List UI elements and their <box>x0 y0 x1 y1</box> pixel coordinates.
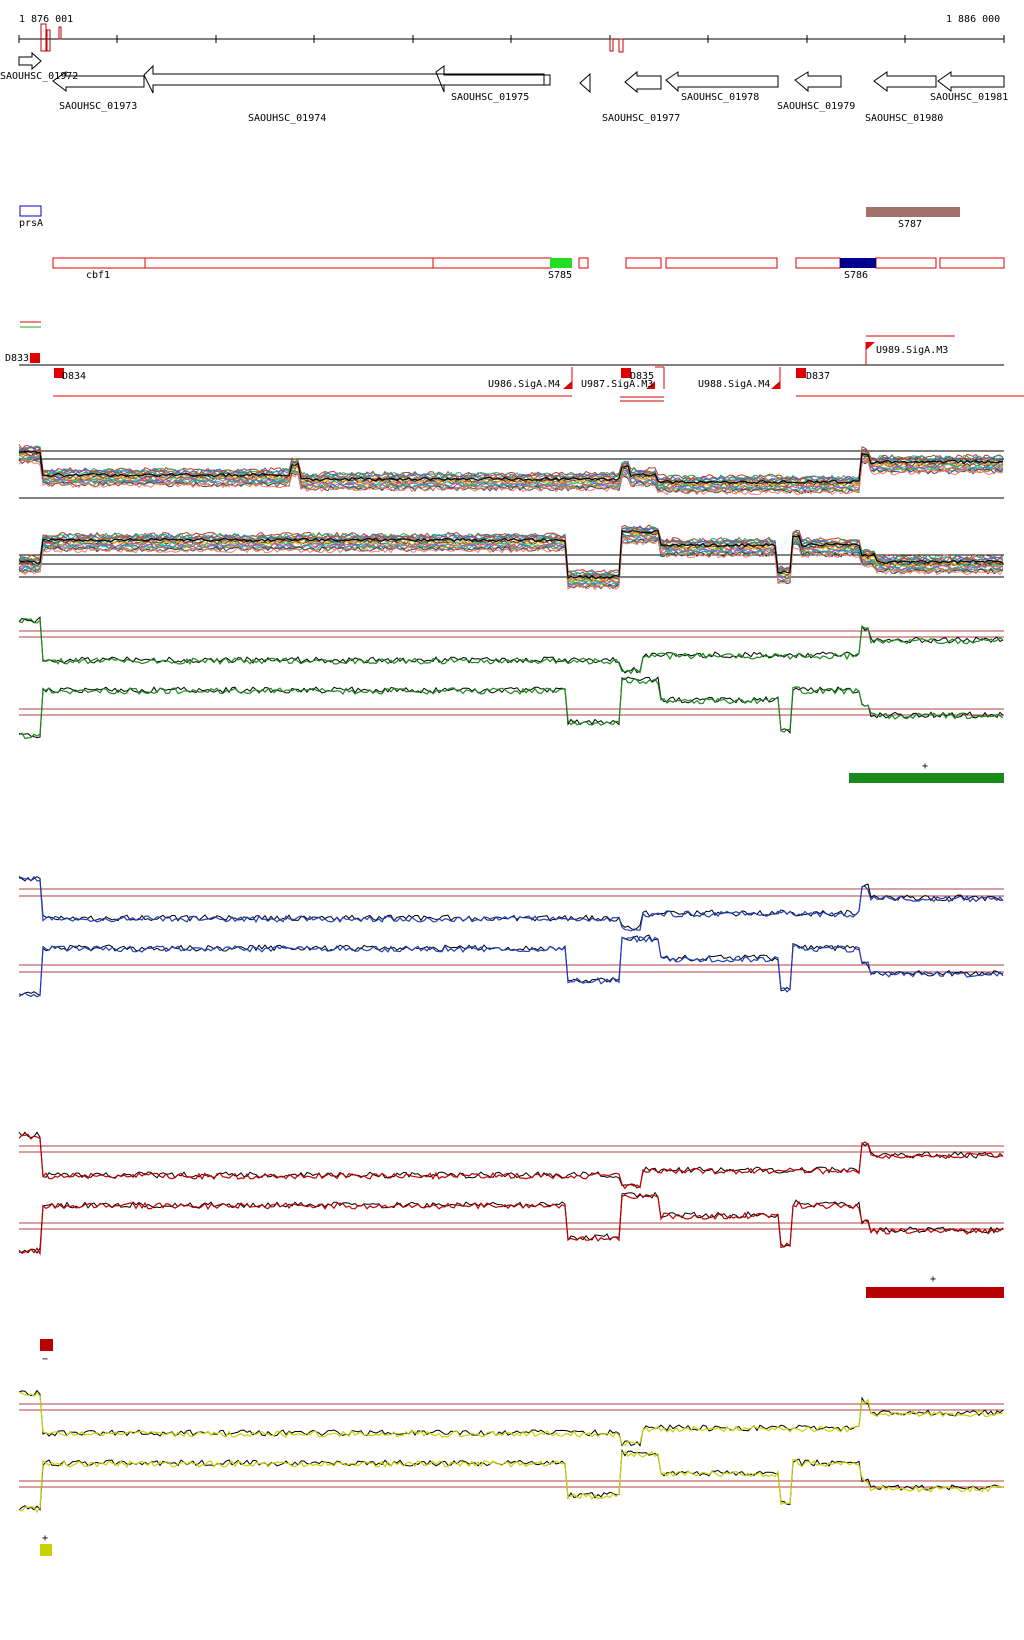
signal-trace-plus <box>18 1133 1004 1190</box>
reference-trace <box>18 450 1004 485</box>
red-legend-plus: + <box>930 1274 936 1285</box>
signal-trace-minus <box>18 935 1004 998</box>
condition-trace <box>18 530 1004 582</box>
reference-trace <box>18 1389 1004 1447</box>
S786-label: S786 <box>844 270 868 281</box>
prsA-label: prsA <box>19 218 43 229</box>
yellow-legend-plus: + <box>42 1533 48 1544</box>
D837-label: D837 <box>806 371 830 382</box>
cbf1-label: cbf1 <box>86 270 110 281</box>
multi-condition-top-track <box>18 444 1004 499</box>
signal-trace-minus <box>18 1450 1004 1514</box>
condition-trace <box>18 537 1004 589</box>
red-legend-minus: − <box>42 1354 48 1365</box>
blue-expression-track <box>18 875 1004 998</box>
red-legend-swatch <box>40 1339 53 1351</box>
signal-trace-plus <box>18 1391 1004 1446</box>
condition-trace <box>18 533 1004 584</box>
reference-trace <box>18 876 1004 931</box>
signal-trace-minus <box>18 1194 1004 1256</box>
yellow-legend-swatch <box>40 1544 52 1556</box>
signal-trace-plus <box>18 875 1004 932</box>
S787-label: S787 <box>898 219 922 230</box>
U987-label: U987.SigA.M3 <box>581 379 653 390</box>
reference-trace <box>18 616 1004 674</box>
U986-label: U986.SigA.M4 <box>488 379 560 390</box>
S785-box[interactable] <box>550 258 572 268</box>
gene-label: SAOUHSC_01981 <box>930 92 1008 103</box>
yellow-expression-track <box>18 1389 1004 1514</box>
feature-track: prsA S787 cbf1 S785 S786 <box>19 205 1005 281</box>
condition-trace <box>18 446 1004 483</box>
signal-trace-minus <box>18 677 1004 740</box>
green-strand-bar <box>849 773 1004 783</box>
reference-trace <box>18 676 1004 739</box>
ruler-end-label: 1 886 000 <box>946 14 1000 25</box>
D833-label: D833 <box>5 353 29 364</box>
gene-label: SAOUHSC_01980 <box>865 113 943 124</box>
condition-trace <box>18 459 1003 496</box>
gene-label: SAOUHSC_01974 <box>248 113 326 124</box>
D834-label: D834 <box>62 371 86 382</box>
multi-condition-bottom-track <box>18 524 1004 591</box>
gene-track: SAOUHSC_01972 SAOUHSC_01973 SAOUHSC_0197… <box>0 51 1008 124</box>
reference-trace <box>18 1131 1004 1189</box>
gene-label: SAOUHSC_01979 <box>777 101 855 112</box>
reference-trace <box>18 529 1004 580</box>
condition-trace <box>18 444 1004 481</box>
condition-trace <box>18 454 1004 490</box>
condition-trace <box>18 524 1004 575</box>
condition-trace <box>18 538 1004 591</box>
green-legend-plus: + <box>922 761 928 772</box>
gene-label: SAOUHSC_01973 <box>59 101 137 112</box>
S786-box[interactable] <box>840 258 876 268</box>
gene-label: SAOUHSC_01975 <box>451 92 529 103</box>
red-expression-track <box>18 1131 1004 1256</box>
U988-label: U988.SigA.M4 <box>698 379 770 390</box>
reference-trace <box>18 1448 1004 1511</box>
U989-label: U989.SigA.M3 <box>876 345 948 356</box>
condition-trace <box>18 529 1004 580</box>
green-expression-track <box>18 616 1004 740</box>
gene-label: SAOUHSC_01972 <box>0 71 78 82</box>
S787-box[interactable] <box>866 207 960 217</box>
ruler-start-label: 1 876 001 <box>19 14 73 25</box>
gene-label: SAOUHSC_01978 <box>681 92 759 103</box>
gene-label: SAOUHSC_01977 <box>602 113 680 124</box>
coordinate-ruler: 1 876 001 1 886 000 <box>18 14 1005 53</box>
prsA-box[interactable] <box>19 205 42 217</box>
condition-trace <box>18 531 1004 583</box>
D835-label: D835 <box>630 371 654 382</box>
regulatory-track: D833 D834 U986.SigA.M4 D835 U987.SigA.M3… <box>5 321 1024 402</box>
red-strand-bar <box>866 1287 1004 1298</box>
S785-label: S785 <box>548 270 572 281</box>
signal-trace-plus <box>18 617 1004 675</box>
gene-arrow[interactable] <box>18 51 1005 94</box>
condition-trace <box>18 534 1004 587</box>
